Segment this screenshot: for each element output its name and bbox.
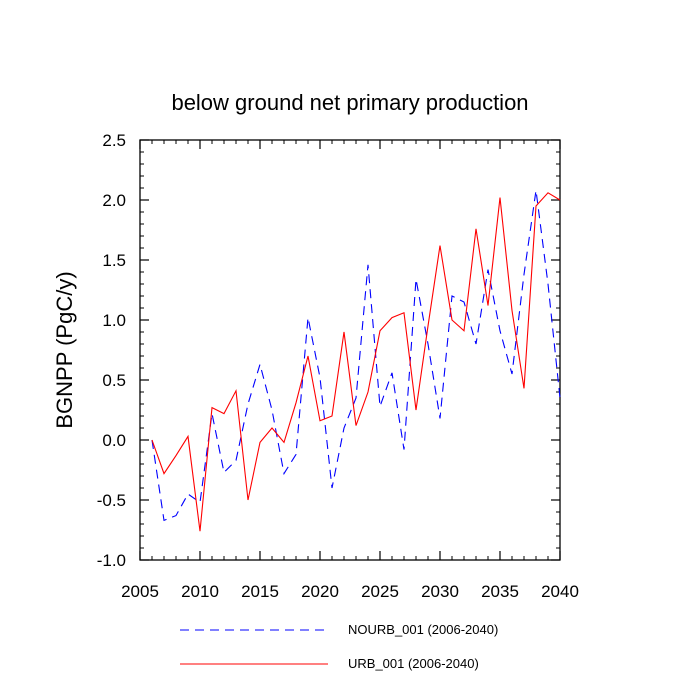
x-tick-label: 2010 (181, 582, 219, 601)
x-tick-labels: 2005 2010 2015 2020 2025 2030 2035 2040 (121, 582, 579, 601)
series-line-nourb (151, 190, 561, 522)
y-tick-label: 0.0 (102, 431, 126, 450)
y-tick-label: 2.5 (102, 131, 126, 150)
x-tick-label: 2035 (481, 582, 519, 601)
legend-label-urb: URB_001 (2006-2040) (348, 656, 479, 671)
y-tick-label: 1.0 (102, 311, 126, 330)
y-tick-label: 2.0 (102, 191, 126, 210)
y-tick-label: -1.0 (97, 551, 126, 570)
x-tick-label: 2005 (121, 582, 159, 601)
legend: NOURB_001 (2006-2040) URB_001 (2006-2040… (180, 622, 498, 671)
y-tick-label: -0.5 (97, 491, 126, 510)
major-ticks (139, 139, 561, 561)
x-tick-label: 2025 (361, 582, 399, 601)
y-tick-label: 0.5 (102, 371, 126, 390)
x-tick-label: 2040 (541, 582, 579, 601)
y-axis-label: BGNPP (PgC/y) (52, 271, 77, 428)
y-tick-label: 1.5 (102, 251, 126, 270)
x-tick-label: 2020 (301, 582, 339, 601)
series-lines (151, 190, 561, 532)
plot-frame (139, 139, 561, 561)
x-tick-label: 2030 (421, 582, 459, 601)
legend-label-nourb: NOURB_001 (2006-2040) (348, 622, 498, 637)
chart-title: below ground net primary production (171, 90, 528, 115)
x-tick-label: 2015 (241, 582, 279, 601)
series-line-urb (151, 192, 561, 532)
y-tick-labels: -1.0 -0.5 0.0 0.5 1.0 1.5 2.0 2.5 (97, 131, 126, 570)
